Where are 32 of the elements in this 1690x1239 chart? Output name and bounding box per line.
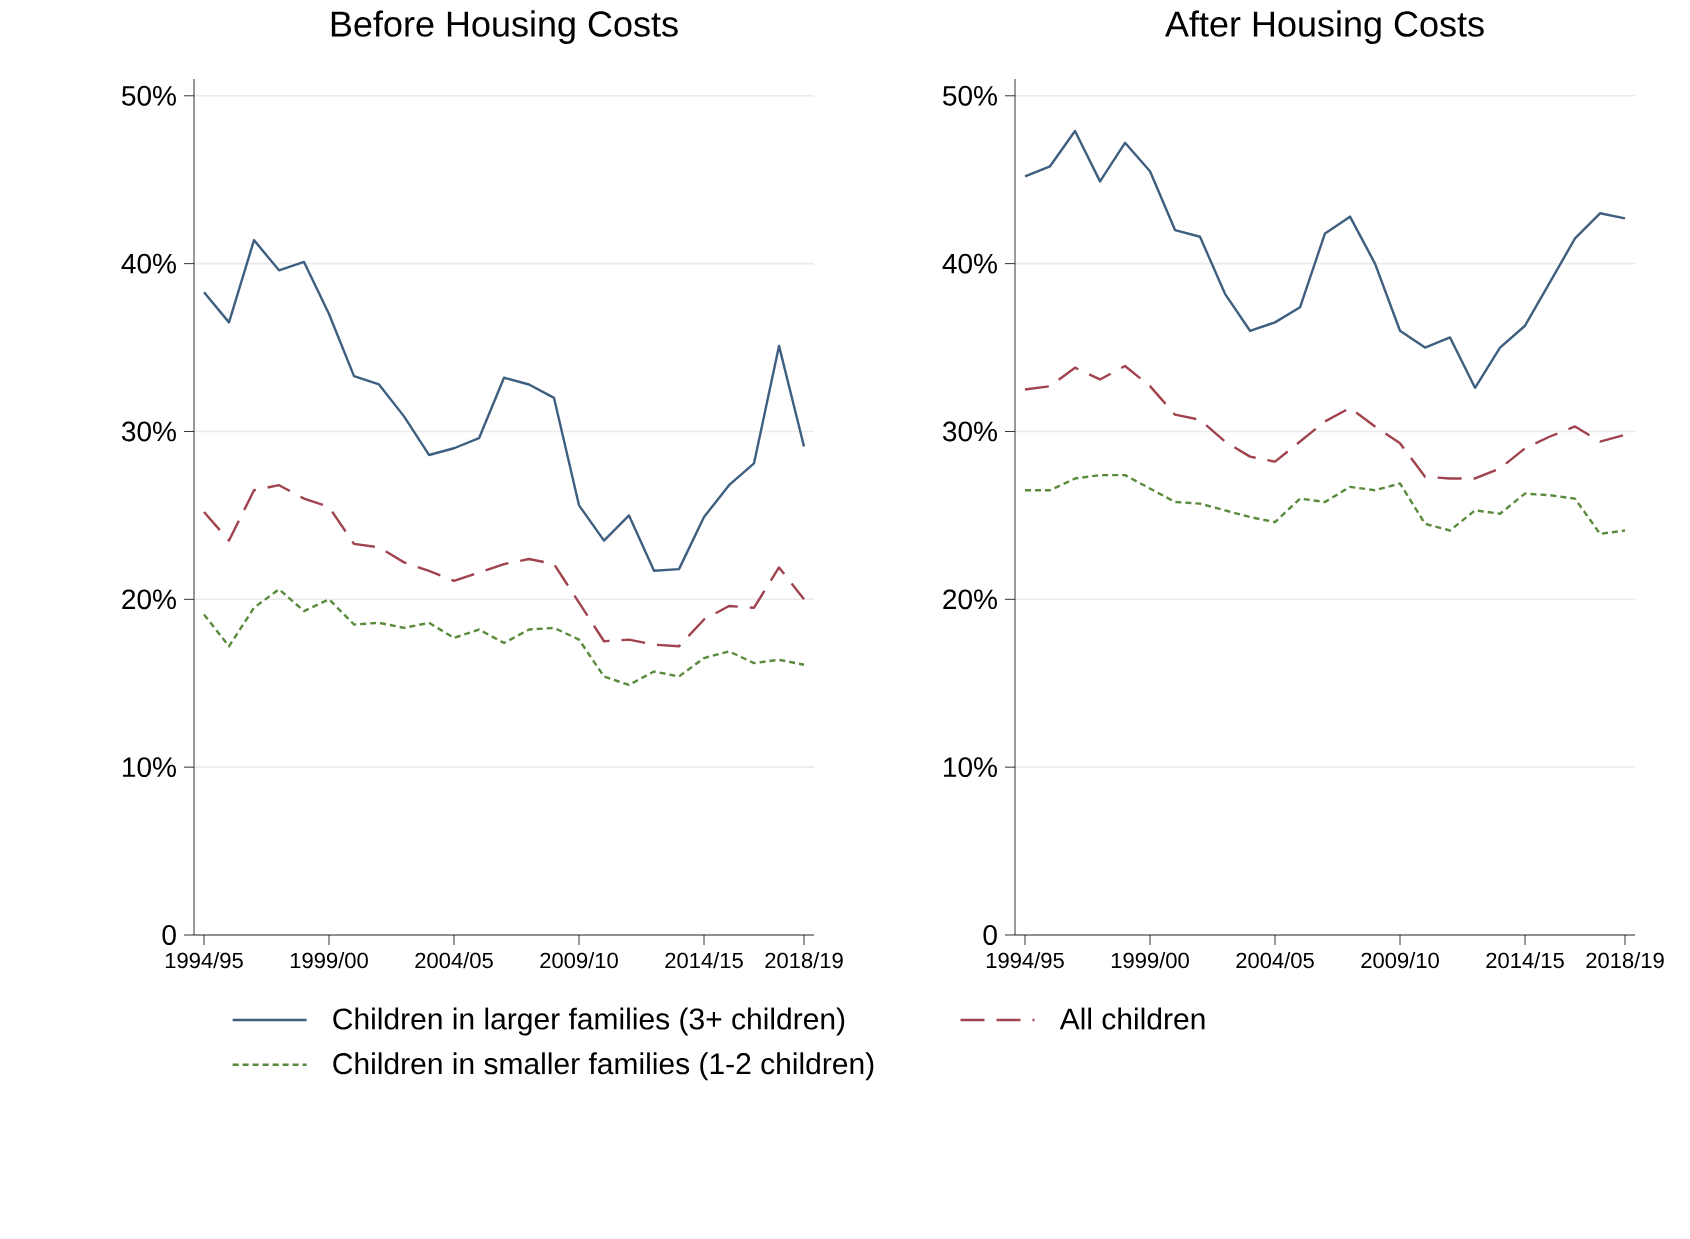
y-tick-label: 0 [983,925,997,945]
y-tick-label: 30% [942,421,997,442]
legend-label: All children [1059,1007,1205,1030]
x-tick-label: 1999/00 [290,952,368,969]
x-tick-label: 2004/05 [1236,952,1314,969]
x-tick-label: 2009/10 [1361,952,1439,969]
y-tick-label: 10% [944,757,997,778]
x-tick-label: 2018/19 [765,952,843,969]
x-tick-label: 1999/00 [1111,952,1189,969]
x-tick-label: 2004/05 [415,952,493,969]
y-tick-label: 40% [121,253,176,274]
y-tick-label: 50% [122,85,176,106]
y-tick-label: 50% [943,85,997,106]
legend-label: Children in smaller families (1-2 children) [333,1052,874,1081]
x-tick-label: 2009/10 [540,952,618,969]
y-tick-label: 10% [123,757,176,778]
y-tick-label: 30% [121,421,176,442]
y-tick-label: 0 [162,925,176,945]
chart-title: After Housing Costs [1165,10,1484,44]
y-tick-label: 40% [942,253,997,274]
y-tick-label: 20% [943,589,997,610]
chart-title: Before Housing Costs [331,10,678,44]
x-tick-label: 2018/19 [1586,952,1664,969]
legend-label: Children in larger families (3+ children) [333,1007,845,1036]
x-tick-label: 1994/95 [165,952,243,969]
y-tick-label: 20% [122,589,176,610]
line-series [202,238,806,572]
x-tick-label: 1994/95 [986,952,1064,969]
line-series [202,588,806,687]
line-series [1023,129,1627,390]
x-tick-label: 2014/15 [1486,952,1564,969]
x-tick-label: 2014/15 [665,952,743,969]
